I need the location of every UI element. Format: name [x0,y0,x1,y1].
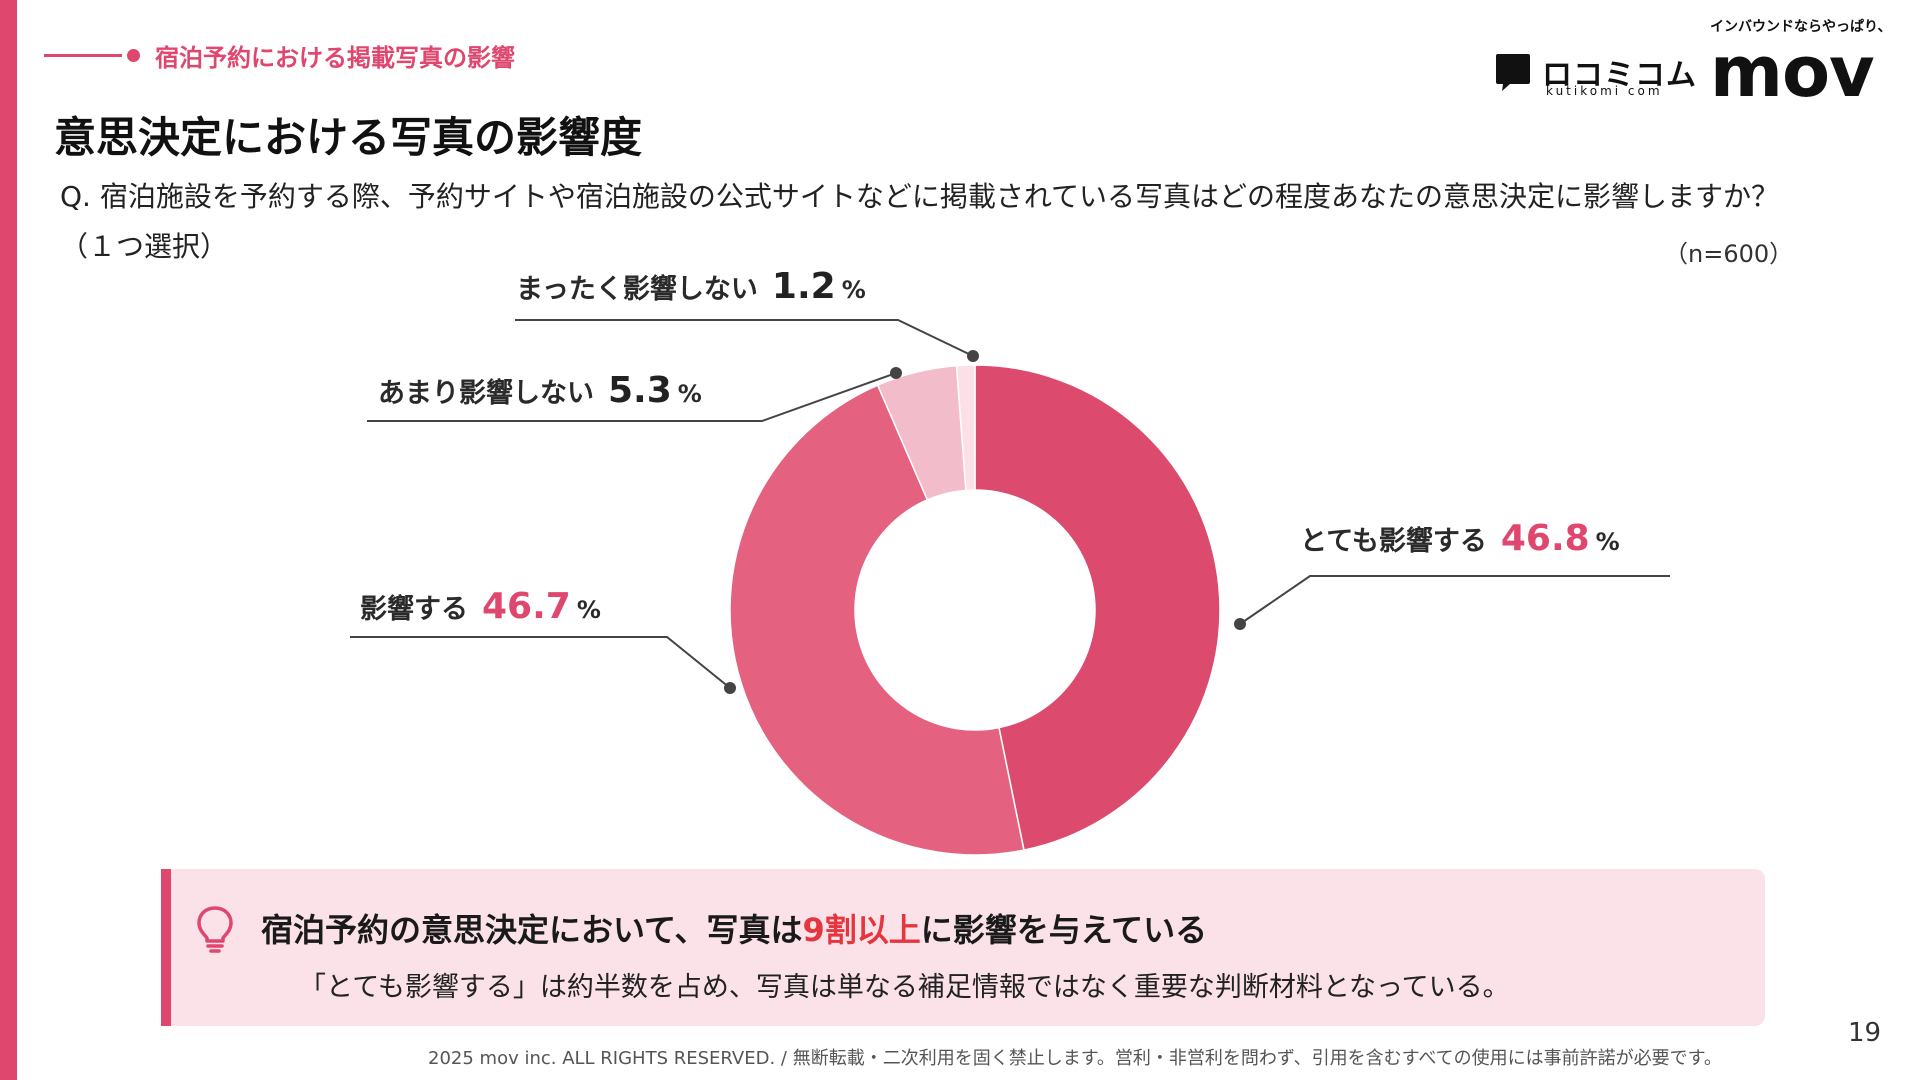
category-label: あまり影響しない [378,378,594,409]
category-label: 影響する [360,594,468,625]
kutikomi-logo: ロコミコム kutikomi com [1494,50,1696,98]
slice-influential [729,384,1025,856]
leader-influential-dot [724,682,736,694]
leader-not-at-all-influential-dot [967,350,979,362]
value-label: 46.8 [1500,518,1590,559]
slice-not-at-all-influential [955,364,976,492]
footer-copyright: 2025 mov inc. ALL RIGHTS RESERVED. / 無断転… [428,1048,1722,1069]
section-dot [127,49,140,62]
page-title: 意思決定における写真の影響度 [54,113,643,162]
callout-body: 「とても影響する」は約半数を占め、写真は単なる補足情報ではなく重要な判断材料とな… [299,972,1510,1003]
callout-accent-edge [161,869,171,1026]
value-label: 1.2 [771,266,836,307]
leader-not-very-influential-dot [890,367,902,379]
leader-very-influential-dot [1234,618,1246,630]
speech-bubble-icon [1496,54,1530,91]
sample-size: （n=600） [1664,240,1794,268]
left-accent-bar [0,0,17,1080]
value-label: 46.7 [482,586,571,627]
percent-sign: % [1595,528,1620,556]
callout-headline: 宿泊予約の意思決定において、写真は9割以上に影響を与えている [261,905,1207,951]
kutikomi-logo-text: ロコミコム [1542,58,1697,93]
lightbulb-icon [197,906,233,953]
percent-sign: % [677,380,702,408]
headline-highlight: 9割以上 [802,911,921,949]
mov-logo-text: mov [1710,31,1875,113]
headline-text: 宿泊予約の意思決定において、写真は [261,911,803,949]
page-number: 19 [1848,1018,1882,1048]
key-finding-callout: 宿泊予約の意思決定において、写真は9割以上に影響を与えている 「とても影響する」… [161,869,1765,1026]
leader-influential [350,636,731,689]
category-label: とても影響する [1300,526,1487,557]
mov-tagline: インバウンドならやっぱり、 [1710,19,1892,35]
label-very-influential: とても影響する 46.8% [1300,518,1620,559]
headline-text-end: に影響を与えている [920,911,1208,949]
survey-question: Q. 宿泊施設を予約する際、予約サイトや宿泊施設の公式サイトなどに掲載されている… [60,180,1780,263]
leader-not-at-all-influential [515,319,974,357]
leader-very-influential [1239,575,1670,625]
section-label: 宿泊予約における掲載写真の影響 [155,44,515,72]
percent-sign: % [841,276,866,304]
label-not-at-all-influential: まったく影響しない 1.2% [516,266,866,307]
leader-not-very-influential [367,372,897,422]
label-influential: 影響する 46.7% [360,586,601,627]
label-not-very-influential: あまり影響しない 5.3% [378,370,702,411]
slice-very-influential [974,364,1221,851]
percent-sign: % [576,596,601,624]
mov-logo: インバウンドならやっぱり、 mov [1710,16,1900,112]
section-line [44,54,122,57]
kutikomi-logo-subtext: kutikomi com [1546,84,1663,98]
value-label: 5.3 [608,370,672,411]
category-label: まったく影響しない [516,274,758,305]
